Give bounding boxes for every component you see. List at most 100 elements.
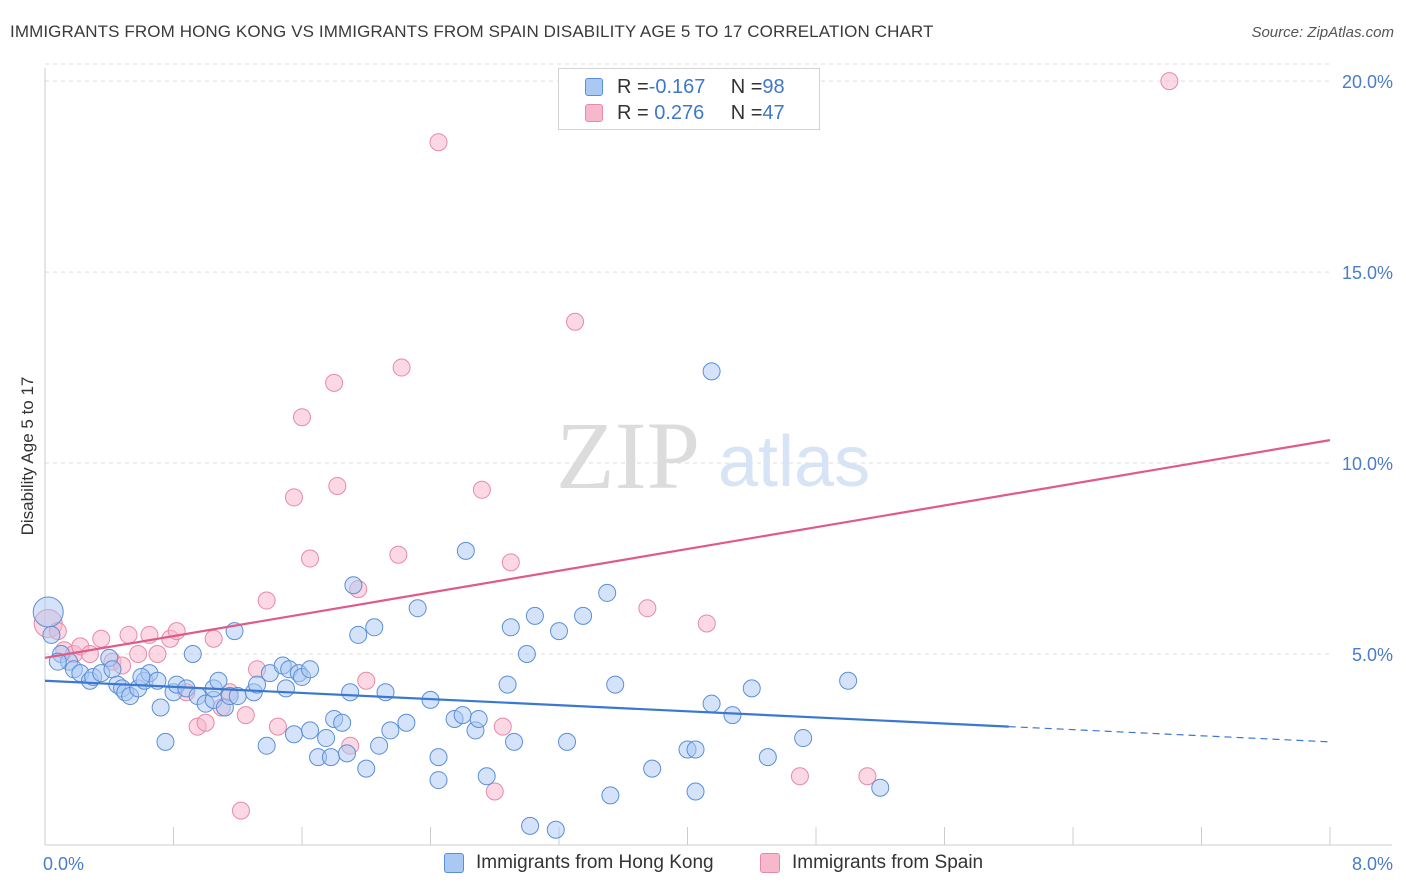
- hong-kong-point: [408, 599, 427, 618]
- hong-kong-point: [601, 786, 620, 805]
- hong-kong-point: [839, 671, 858, 690]
- hong-kong-point: [558, 732, 577, 751]
- hong-kong-point: [498, 675, 517, 694]
- spain-point: [119, 625, 138, 644]
- hong-kong-point: [248, 675, 267, 694]
- bottom-legend-hong-kong: Immigrants from Hong Kong: [444, 852, 714, 874]
- y-tick-label: 15.0%: [1342, 263, 1393, 283]
- spain-point: [325, 373, 344, 392]
- legend-swatch-spain: [585, 104, 603, 122]
- hong-kong-point: [453, 706, 472, 725]
- spain-point: [148, 645, 167, 664]
- hong-kong-point: [525, 606, 544, 625]
- hong-kong-point: [284, 725, 303, 744]
- hong-kong-point: [758, 748, 777, 767]
- hong-kong-point: [550, 622, 568, 641]
- hong-kong-point: [301, 660, 320, 679]
- hong-kong-point: [357, 759, 376, 778]
- hong-kong-point: [333, 713, 352, 732]
- hong-kong-point: [317, 729, 336, 748]
- spain-point: [429, 133, 448, 152]
- legend-r-label: R =: [617, 101, 649, 124]
- spain-point: [80, 645, 99, 664]
- spain-point: [204, 629, 223, 648]
- legend-row-spain: R = 0.276 N = 47: [585, 101, 785, 125]
- hong-kong-point: [321, 748, 340, 767]
- y-axis-label: Disability Age 5 to 17: [18, 377, 37, 536]
- spain-point: [236, 706, 255, 725]
- trend-lines: [44, 439, 1331, 743]
- hong-kong-point: [505, 732, 524, 751]
- spain-point: [92, 629, 111, 648]
- spain-point: [501, 553, 520, 572]
- series-hong-kong-points: [32, 362, 890, 839]
- source-label: Source: ZipAtlas.com: [1251, 24, 1394, 41]
- legend-n-value-hong-kong: 98: [762, 75, 785, 98]
- spain-point: [790, 767, 809, 786]
- hong-kong-point: [574, 606, 593, 625]
- spain-point: [472, 480, 491, 499]
- spain-point: [357, 671, 376, 690]
- hong-kong-point: [341, 683, 360, 702]
- hong-kong-point: [257, 736, 276, 755]
- hong-kong-point: [276, 679, 295, 698]
- hong-kong-point: [598, 583, 617, 602]
- hong-kong-trend-line: [44, 679, 1009, 728]
- hong-kong-point: [381, 721, 400, 740]
- spain-point: [129, 645, 148, 664]
- spain-point: [301, 549, 320, 568]
- hong-kong-point: [517, 645, 536, 664]
- spain-point: [257, 591, 276, 610]
- grid-lines: [45, 63, 1330, 655]
- watermark-atlas: atlas: [718, 422, 870, 502]
- hong-kong-point: [469, 709, 488, 728]
- legend-n-label: N =: [730, 101, 763, 124]
- hong-kong-point: [32, 596, 64, 628]
- hong-kong-point: [686, 782, 705, 801]
- legend-row-hong-kong: R = -0.167 N = 98: [585, 75, 785, 99]
- spain-point: [566, 312, 585, 331]
- hong-kong-point: [370, 736, 389, 755]
- hong-kong-point: [337, 744, 356, 763]
- hong-kong-point: [501, 618, 520, 637]
- spain-point: [638, 599, 657, 618]
- hong-kong-point: [397, 713, 416, 732]
- y-tick-label: 10.0%: [1342, 454, 1393, 474]
- spain-point: [858, 767, 877, 786]
- hong-kong-point: [365, 618, 384, 637]
- hong-kong-point: [103, 660, 122, 679]
- legend-r-value-hong-kong: -0.167: [648, 75, 706, 98]
- y-tick-label: 20.0%: [1342, 72, 1393, 92]
- hong-kong-point: [344, 576, 363, 595]
- hong-kong-point: [871, 778, 890, 797]
- chart-title: IMMIGRANTS FROM HONG KONG VS IMMIGRANTS …: [10, 22, 934, 41]
- hong-kong-point: [456, 541, 475, 560]
- legend-swatch-hong-kong: [585, 78, 603, 96]
- legend-r-label: R =: [617, 75, 649, 98]
- spain-point: [284, 488, 303, 507]
- x-tick-label: 0.0%: [43, 854, 84, 874]
- watermark-zip: ZIP: [556, 402, 700, 509]
- hong-kong-point: [477, 767, 496, 786]
- hong-kong-point: [723, 706, 742, 725]
- bottom-legend-swatch-hong-kong: [444, 853, 464, 873]
- bottom-legend-swatch-spain: [760, 853, 780, 873]
- hong-kong-point: [301, 721, 320, 740]
- hong-kong-point: [209, 671, 228, 690]
- spain-point: [293, 408, 311, 427]
- hong-kong-point: [132, 667, 151, 686]
- legend-r-value-spain: 0.276: [648, 101, 705, 124]
- legend-n-value-spain: 47: [762, 101, 785, 124]
- spain-point: [328, 476, 347, 495]
- hong-kong-point: [156, 732, 175, 751]
- bottom-legend-label-hong-kong: Immigrants from Hong Kong: [476, 852, 714, 873]
- spain-point: [1160, 72, 1179, 91]
- hong-kong-point: [429, 771, 448, 790]
- spain-trend-line: [44, 439, 1331, 659]
- tick-labels: 5.0% 10.0% 15.0% 20.0% 0.0% 8.0%: [43, 72, 1393, 874]
- hong-kong-point: [183, 645, 202, 664]
- spain-point: [196, 713, 215, 732]
- spain-point: [231, 801, 250, 820]
- legend-n-label: N =: [730, 75, 763, 98]
